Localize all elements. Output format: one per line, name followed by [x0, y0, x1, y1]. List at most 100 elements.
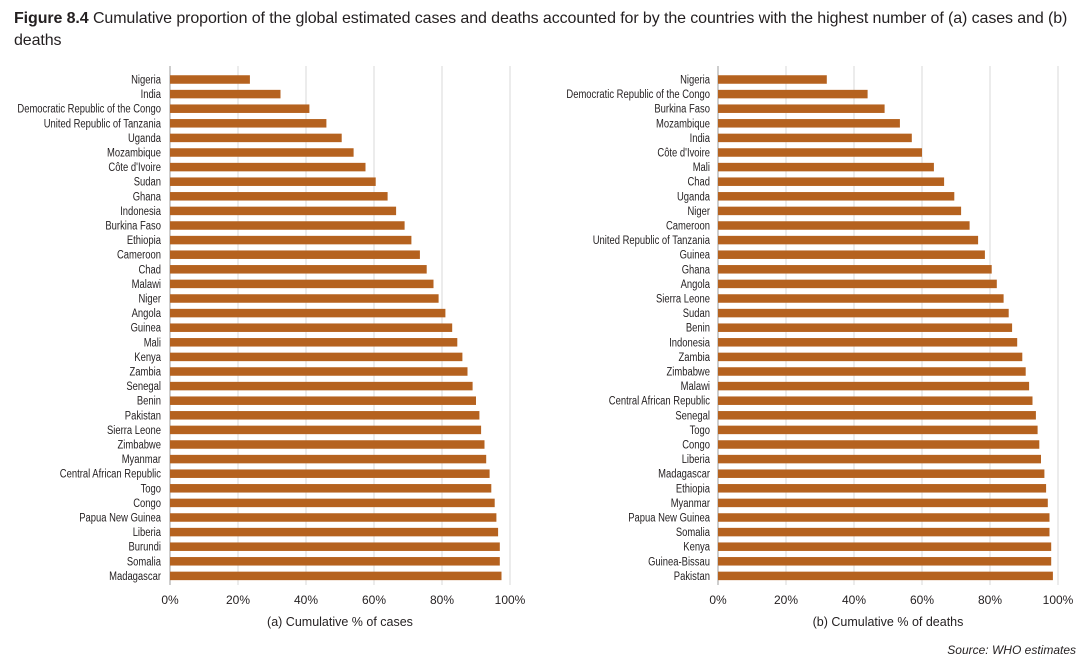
category-label-b: Madagascar	[658, 469, 710, 481]
bar-a	[170, 484, 492, 493]
bar-a	[170, 308, 446, 318]
category-label-b: Indonesia	[669, 337, 710, 349]
x-tick-label-a: 40%	[294, 593, 318, 607]
category-label-a: Chad	[139, 264, 162, 276]
category-label-a: Central African Republic	[60, 469, 161, 481]
category-label-a: Zimbabwe	[118, 440, 162, 452]
bar-b	[718, 279, 997, 289]
category-label-a: United Republic of Tanzania	[44, 118, 162, 130]
category-label-a: Zambia	[130, 367, 162, 379]
bar-b	[718, 104, 885, 113]
category-label-a: Burkina Faso	[105, 221, 161, 233]
category-label-a: Papua New Guinea	[79, 513, 161, 525]
source-note: Source: WHO estimates	[947, 643, 1076, 657]
category-label-a: Pakistan	[125, 410, 161, 422]
bar-b	[718, 265, 992, 274]
bar-a	[170, 571, 502, 581]
bar-b	[718, 206, 962, 216]
category-label-b: Senegal	[675, 410, 710, 422]
category-label-a: Democratic Republic of the Congo	[17, 104, 161, 116]
bar-b	[718, 381, 1030, 391]
category-label-b: Ethiopia	[676, 483, 711, 495]
category-label-a: Ethiopia	[127, 235, 162, 247]
category-label-b: Sudan	[683, 308, 710, 320]
bar-a	[170, 425, 482, 435]
category-label-a: Cameroon	[117, 250, 161, 262]
category-label-a: Kenya	[134, 352, 161, 364]
bar-a	[170, 162, 366, 172]
bar-a	[170, 411, 480, 420]
bar-a	[170, 513, 497, 522]
x-tick-label-b: 60%	[910, 593, 934, 607]
category-label-b: Somalia	[676, 527, 711, 539]
category-label-b: Chad	[688, 177, 711, 189]
figure-label: Figure 8.4	[14, 10, 89, 27]
category-label-b: Benin	[686, 323, 710, 335]
x-axis-label-a: (a) Cumulative % of cases	[267, 615, 413, 629]
category-label-b: Pakistan	[674, 571, 710, 583]
bar-a	[170, 265, 427, 274]
bar-a	[170, 206, 397, 216]
bar-a	[170, 177, 376, 186]
category-label-a: Somalia	[127, 556, 162, 568]
category-label-b: Mozambique	[656, 118, 710, 130]
bar-b	[718, 498, 1048, 508]
bar-a	[170, 192, 388, 201]
category-label-b: Togo	[690, 425, 710, 437]
category-label-a: Malawi	[132, 279, 161, 291]
figure-title-text: Cumulative proportion of the global esti…	[14, 10, 1068, 49]
category-label-b: Kenya	[683, 542, 710, 554]
category-label-b: Congo	[682, 440, 710, 452]
bar-b	[718, 192, 955, 201]
x-tick-label-b: 20%	[774, 593, 798, 607]
bar-b	[718, 542, 1052, 551]
category-label-b: Malawi	[681, 381, 710, 393]
bar-a	[170, 527, 499, 537]
category-label-a: Burundi	[129, 542, 162, 554]
category-label-a: Nigeria	[131, 75, 161, 87]
bar-b	[718, 323, 1013, 332]
bar-b	[718, 367, 1026, 376]
category-label-b: Angola	[681, 279, 711, 291]
source-label: Source:	[947, 643, 989, 657]
bar-b	[718, 119, 900, 128]
category-label-b: Guinea-Bissau	[648, 556, 710, 568]
category-label-b: Zimbabwe	[667, 367, 711, 379]
bar-b	[718, 162, 934, 172]
bar-a	[170, 148, 354, 157]
bar-a	[170, 89, 281, 99]
bar-b	[718, 469, 1045, 478]
bar-b	[718, 396, 1033, 405]
bar-a	[170, 557, 500, 566]
x-tick-label-b: 40%	[842, 593, 866, 607]
bar-b	[718, 440, 1040, 449]
bar-a	[170, 323, 453, 332]
bar-a	[170, 352, 463, 362]
bar-b	[718, 411, 1036, 420]
bar-a	[170, 279, 434, 289]
bar-b	[718, 294, 1004, 303]
bar-a	[170, 133, 342, 143]
category-label-a: Uganda	[128, 133, 161, 145]
bar-a	[170, 440, 485, 449]
bar-b	[718, 352, 1023, 362]
bar-b	[718, 221, 970, 230]
category-label-b: Côte d'Ivoire	[657, 148, 710, 160]
category-label-b: Mali	[693, 162, 710, 174]
bar-b	[718, 454, 1041, 464]
category-label-b: Sierra Leone	[656, 294, 710, 306]
bar-b	[718, 89, 868, 99]
source-text: WHO estimates	[991, 643, 1076, 657]
figure-title: Figure 8.4 Cumulative proportion of the …	[14, 8, 1079, 52]
bar-a	[170, 381, 473, 391]
bar-b	[718, 425, 1038, 435]
category-label-b: Niger	[688, 206, 711, 218]
bar-a	[170, 294, 439, 303]
x-tick-label-a: 80%	[430, 593, 454, 607]
bar-a	[170, 498, 495, 508]
bar-a	[170, 119, 327, 128]
bar-b	[718, 250, 985, 259]
x-axis-label-b: (b) Cumulative % of deaths	[813, 615, 964, 629]
x-tick-label-b: 80%	[978, 593, 1002, 607]
